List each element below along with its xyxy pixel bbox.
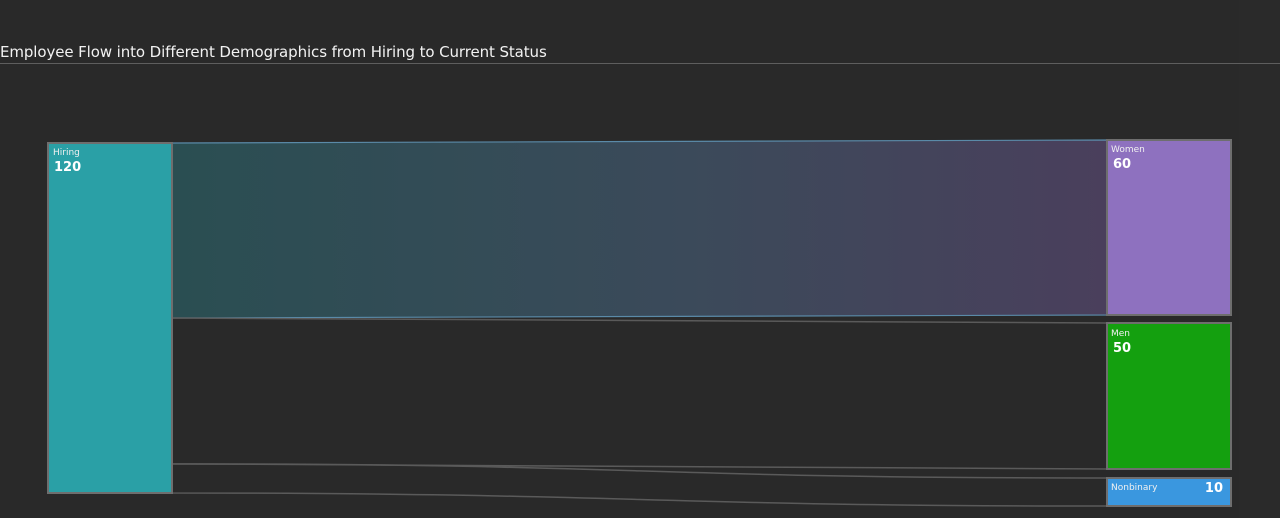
node-value-women: 60 <box>1113 157 1131 172</box>
chart-title: Employee Flow into Different Demographic… <box>0 43 547 61</box>
flow-link-nonbinary[interactable] <box>171 463 1108 507</box>
node-label-men: Men <box>1111 329 1130 339</box>
node-value-hiring: 120 <box>54 160 81 175</box>
node-label-nonbinary: Nonbinary <box>1111 483 1158 493</box>
node-value-men: 50 <box>1113 341 1131 356</box>
flow-link-men[interactable] <box>171 317 1108 470</box>
node-label-women: Women <box>1111 145 1145 155</box>
title-divider <box>0 63 1280 64</box>
node-label-hiring: Hiring <box>53 148 80 158</box>
node-hiring[interactable] <box>47 142 173 494</box>
node-men[interactable] <box>1106 322 1232 470</box>
node-value-nonbinary: 10 <box>1205 481 1223 496</box>
node-nonbinary[interactable] <box>1106 477 1232 507</box>
flow-link-women[interactable] <box>171 139 1108 319</box>
node-women[interactable] <box>1106 139 1232 316</box>
